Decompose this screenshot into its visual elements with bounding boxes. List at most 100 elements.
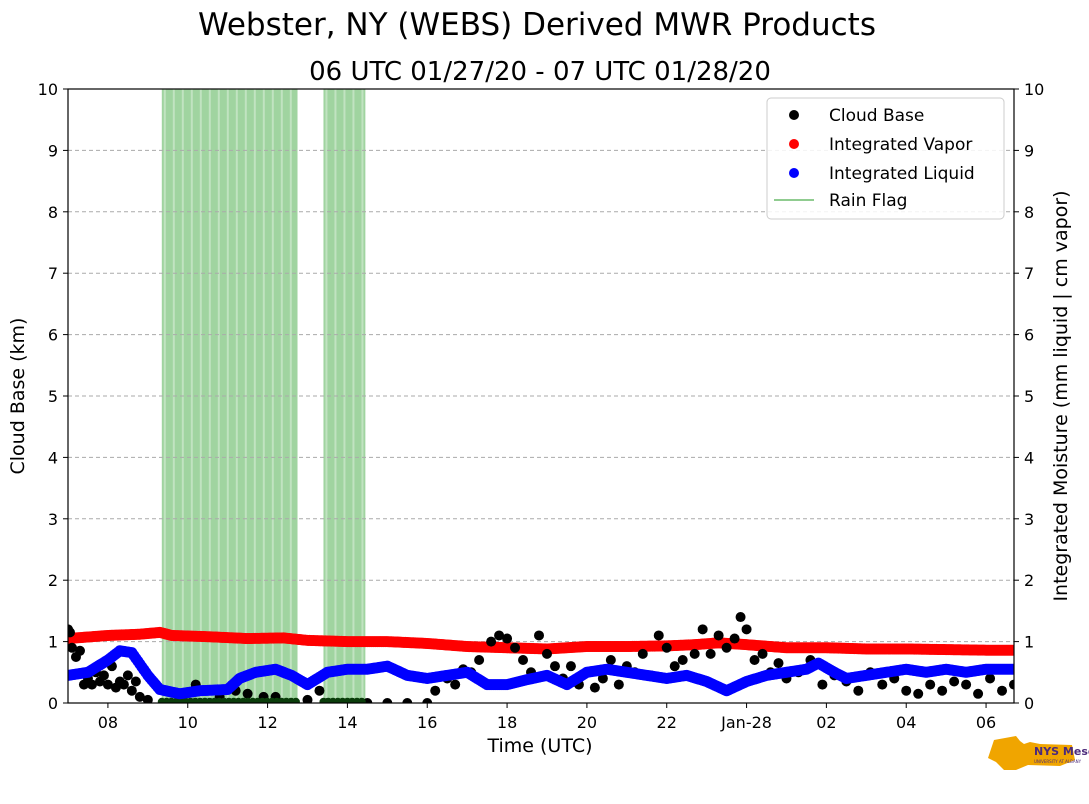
y-axis-left: 0 1 2 3 4 5 6 7 8 9 10 xyxy=(38,80,68,713)
legend-marker-cloud-base xyxy=(789,110,799,120)
x-axis-label: Time (UTC) xyxy=(486,735,592,757)
cloud-base-point xyxy=(422,698,433,703)
legend-marker-integrated-vapor xyxy=(789,139,799,149)
y-tick-label: 1 xyxy=(48,633,58,652)
x-tick-label: 04 xyxy=(896,713,916,732)
ny-state-shape-icon xyxy=(988,736,1075,770)
cloud-base-point xyxy=(901,685,912,696)
cloud-base-point xyxy=(510,642,521,653)
x-tick-label: 22 xyxy=(657,713,677,732)
y-tick-label: 3 xyxy=(48,510,58,529)
y-tick-label: 6 xyxy=(48,326,58,345)
cloud-base-point xyxy=(605,655,616,666)
y-tick-label-right: 8 xyxy=(1024,203,1034,222)
cloud-base-point xyxy=(130,676,141,687)
legend-box xyxy=(766,97,1005,220)
cloud-base-point xyxy=(973,688,984,699)
cloud-base-point xyxy=(549,661,560,672)
x-tick-label: 10 xyxy=(178,713,198,732)
cloud-base-point xyxy=(589,682,600,693)
y-axis-label-left: Cloud Base (km) xyxy=(7,318,29,475)
cloud-base-point xyxy=(653,630,664,641)
cloud-base-point xyxy=(729,633,740,644)
cloud-base-point xyxy=(949,676,960,687)
cloud-base-point xyxy=(741,624,752,635)
cloud-base-point xyxy=(937,685,948,696)
logo-subtext: UNIVERSITY AT ALBANY xyxy=(1034,759,1082,764)
cloud-base-point xyxy=(661,642,672,653)
cloud-base-point xyxy=(697,624,708,635)
cloud-base-point xyxy=(518,655,529,666)
y-tick-label-right: 4 xyxy=(1024,448,1034,467)
x-tick-label: 12 xyxy=(257,713,277,732)
cloud-base-point xyxy=(705,648,716,659)
y-axis-right: 0 1 2 3 4 5 6 7 8 9 10 xyxy=(1014,80,1044,713)
nys-mesonet-logo: NYS Mesonet UNIVERSITY AT ALBANY xyxy=(988,736,1089,770)
cloud-base-point xyxy=(613,679,624,690)
y-tick-label-right: 2 xyxy=(1024,571,1034,590)
y-tick-label: 4 xyxy=(48,448,58,467)
y-tick-label: 10 xyxy=(38,80,58,99)
x-tick-label: 18 xyxy=(497,713,517,732)
cloud-base-point xyxy=(534,630,545,641)
y-tick-label-right: 0 xyxy=(1024,694,1034,713)
cloud-base-point xyxy=(494,630,505,641)
series-layer xyxy=(68,612,1014,703)
cloud-base-point xyxy=(242,688,253,699)
legend: Cloud Base Integrated Vapor Integrated L… xyxy=(766,97,1005,220)
cloud-base-point xyxy=(382,698,393,703)
cloud-base-point xyxy=(291,697,300,703)
legend-label-integrated-vapor: Integrated Vapor xyxy=(829,135,972,155)
cloud-base-point xyxy=(689,648,700,659)
cloud-base-point xyxy=(68,627,75,638)
cloud-base-point xyxy=(126,685,137,696)
cloud-base-point xyxy=(357,697,366,703)
y-tick-label-right: 5 xyxy=(1024,387,1034,406)
integrated-vapor-point xyxy=(1008,644,1014,656)
cloud-base-point xyxy=(757,648,768,659)
cloud-base-point xyxy=(721,642,732,653)
cloud-base-point xyxy=(134,691,145,702)
cloud-base-point xyxy=(474,655,485,666)
y-tick-label: 7 xyxy=(48,264,58,283)
cloud-base-point xyxy=(853,685,864,696)
cloud-base-point xyxy=(961,679,972,690)
cloud-base-point xyxy=(637,648,648,659)
cloud-base-point xyxy=(773,658,784,669)
legend-marker-integrated-liquid xyxy=(789,168,799,178)
cloud-base-point xyxy=(450,679,461,690)
legend-label-rain-flag: Rain Flag xyxy=(829,191,907,211)
cloud-base-point xyxy=(669,661,680,672)
cloud-base-point xyxy=(430,685,441,696)
cloud-base-point xyxy=(735,612,746,623)
legend-label-integrated-liquid: Integrated Liquid xyxy=(829,164,975,184)
cloud-base-point xyxy=(118,679,129,690)
cloud-base-point xyxy=(68,642,77,653)
x-axis: 08 10 12 14 16 18 20 22 Jan-28 02 04 06 xyxy=(98,703,996,732)
integrated-liquid-points xyxy=(68,645,1014,700)
x-tick-label: 16 xyxy=(417,713,437,732)
cloud-base-point xyxy=(86,679,97,690)
cloud-base-point xyxy=(122,670,133,681)
x-tick-label: 20 xyxy=(577,713,597,732)
cloud-base-point xyxy=(402,698,413,703)
cloud-base-point xyxy=(565,661,576,672)
y-tick-label-right: 6 xyxy=(1024,326,1034,345)
y-tick-label: 5 xyxy=(48,387,58,406)
x-tick-label: 14 xyxy=(337,713,357,732)
y-tick-label-right: 7 xyxy=(1024,264,1034,283)
cloud-base-point xyxy=(502,633,513,644)
cloud-base-point xyxy=(997,685,1008,696)
cloud-base-point xyxy=(302,694,313,703)
chart-subtitle: 06 UTC 01/27/20 - 07 UTC 01/28/20 xyxy=(309,57,771,87)
cloud-base-point xyxy=(597,673,608,684)
cloud-base-point xyxy=(98,670,109,681)
cloud-base-point xyxy=(486,636,497,647)
y-tick-label: 0 xyxy=(48,694,58,713)
y-tick-label: 9 xyxy=(48,141,58,160)
x-tick-label: 02 xyxy=(816,713,836,732)
cloud-base-point xyxy=(925,679,936,690)
cloud-base-point xyxy=(713,630,724,641)
y-tick-label-right: 1 xyxy=(1024,633,1034,652)
